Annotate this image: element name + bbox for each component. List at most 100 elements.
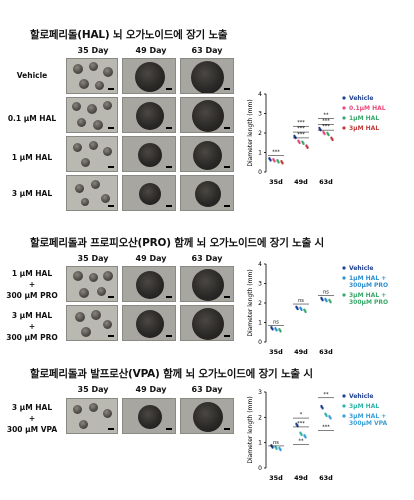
col-head-35: 35 Day	[77, 254, 109, 263]
section2-title: 할로페리돌과 프로피오산(PRO) 함께 뇌 오가노이드에 장기 노출 시	[30, 237, 324, 249]
y-tick-label: 3	[258, 281, 262, 288]
data-point	[281, 162, 284, 165]
legend-label: Vehicle	[349, 265, 373, 272]
data-point	[273, 160, 276, 163]
data-point	[269, 159, 272, 162]
micrograph	[66, 175, 118, 211]
x-tick-label: 63d	[319, 474, 333, 482]
y-tick-label: 1	[258, 320, 262, 327]
x-tick-label: 35d	[269, 348, 283, 356]
sig-label: *	[300, 412, 303, 418]
micrograph	[66, 305, 118, 341]
row-label-0.1hal: 0.1 μM HAL	[7, 114, 57, 123]
data-point	[321, 299, 324, 302]
legend-marker	[342, 126, 346, 130]
micrograph	[122, 136, 176, 172]
row-label-1hal: 1 μM HAL	[11, 153, 53, 162]
y-tick-label: 4	[258, 91, 262, 98]
y-tick-label: 0	[258, 339, 262, 346]
data-point	[329, 417, 332, 420]
col-head-63: 63 Day	[191, 46, 223, 55]
legend-label: 300μM PRO	[349, 282, 388, 289]
micrograph	[122, 398, 176, 434]
data-point	[325, 414, 328, 418]
legend-marker	[342, 293, 346, 297]
section1-title: 할로페리돌(HAL) 뇌 오가노이드에 장기 노출	[30, 29, 228, 41]
col-head-35: 35 Day	[77, 46, 109, 55]
legend-label: 3μM HAL	[349, 403, 379, 410]
data-point	[300, 308, 303, 312]
micrograph	[122, 58, 176, 94]
data-point	[331, 138, 334, 142]
sig-label: **	[324, 112, 330, 118]
sig-label: ***	[297, 421, 305, 427]
micrograph	[180, 266, 234, 302]
sig-label: ***	[322, 425, 330, 431]
sig-label: ns	[273, 319, 279, 325]
legend-marker	[342, 116, 346, 120]
legend-marker	[342, 276, 346, 280]
data-point	[279, 449, 282, 452]
sig-label: **	[299, 439, 305, 445]
y-tick-label: 0	[258, 465, 262, 472]
data-point	[279, 330, 282, 333]
sig-label: ***	[322, 118, 330, 124]
chart-2: 0 1 2 3 4 Diameter length (mm) 35d 49d 63d ns ns ns…	[247, 261, 388, 356]
x-tick-label: 35d	[269, 178, 283, 186]
data-point	[296, 307, 299, 311]
legend-marker	[342, 414, 346, 418]
data-point	[275, 329, 278, 332]
micrograph	[66, 58, 118, 94]
sig-label: ***	[297, 132, 305, 138]
sig-label: ***	[322, 124, 330, 130]
legend-label: 300μM VPA	[349, 420, 387, 427]
y-axis-label: Diameter length (mm)	[247, 396, 254, 463]
micrograph	[66, 136, 118, 172]
y-tick-label: 4	[258, 261, 262, 268]
col-head-49: 49 Day	[135, 385, 167, 394]
y-tick-label: 3	[258, 111, 262, 118]
data-point	[304, 310, 307, 314]
legend-marker	[342, 106, 346, 110]
row-label-3hal-vpa: 3 μM HAL +300 μM VPA	[6, 403, 58, 434]
data-point	[329, 301, 332, 304]
micrograph	[122, 97, 176, 133]
micrograph	[122, 175, 176, 211]
y-axis-label: Diameter length (mm)	[247, 99, 254, 166]
y-tick-label: 1	[258, 440, 262, 447]
data-point	[323, 133, 326, 136]
sig-label: ***	[272, 149, 280, 155]
col-head-63: 63 Day	[191, 254, 223, 263]
section3-title: 할로페리돌과 발프로산(VPA) 함께 뇌 오가노이드에 장기 노출 시	[30, 368, 313, 380]
x-tick-label: 49d	[294, 348, 308, 356]
data-point	[275, 447, 278, 451]
sig-label: ns	[273, 440, 279, 446]
legend-label: 300μM PRO	[349, 299, 388, 306]
micrograph	[66, 266, 118, 302]
x-tick-label: 35d	[269, 474, 283, 482]
data-point	[304, 436, 307, 439]
data-point	[306, 146, 309, 149]
sig-label: ns	[323, 289, 329, 295]
x-tick-label: 63d	[319, 178, 333, 186]
micrograph	[180, 398, 234, 434]
legend-marker	[342, 394, 346, 398]
legend-label: 1μM HAL	[349, 115, 379, 122]
legend-label: 3μM HAL +	[349, 413, 386, 420]
micrograph	[180, 305, 234, 341]
y-tick-label: 1	[258, 150, 262, 157]
y-tick-label: 0	[258, 169, 262, 176]
row-label-1hal-pro: 1 μM HAL +300 μM PRO	[6, 269, 58, 300]
micrograph	[180, 58, 234, 94]
data-point	[298, 141, 301, 145]
data-point	[271, 328, 274, 331]
legend-marker	[342, 96, 346, 100]
legend-label: 1μM HAL +	[349, 275, 386, 282]
legend-marker	[342, 404, 346, 408]
x-tick-label: 49d	[294, 474, 308, 482]
micrograph	[66, 398, 118, 434]
x-tick-label: 63d	[319, 348, 333, 356]
row-label-3hal: 3 μM HAL	[11, 189, 53, 198]
micrograph	[180, 136, 234, 172]
